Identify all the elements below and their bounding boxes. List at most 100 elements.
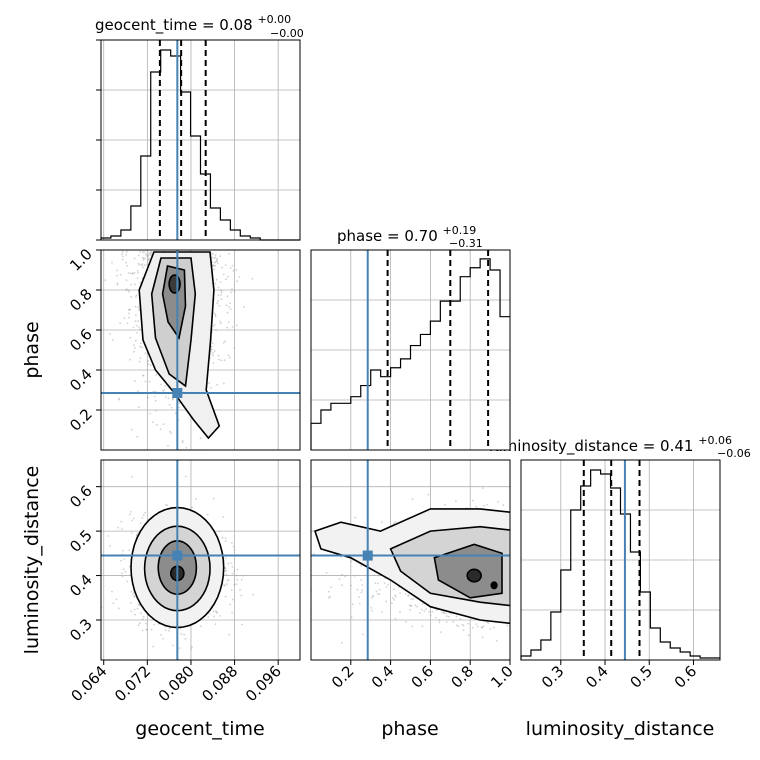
hist-luminosity-distance-steps xyxy=(520,469,720,660)
pair-geocent-time-vs-phase-dot xyxy=(137,306,140,308)
pair-phase-vs-luminosity-distance-dot xyxy=(376,593,379,595)
pair-phase-vs-luminosity-distance-dot xyxy=(423,610,426,613)
pair-geocent-time-vs-phase-dot xyxy=(141,346,144,349)
pair-geocent-time-vs-luminosity-distance-dot xyxy=(109,545,111,547)
pair-geocent-time-vs-luminosity-distance-dot xyxy=(227,562,230,565)
pair-geocent-time-vs-luminosity-distance-dot xyxy=(145,628,148,631)
pair-geocent-time-vs-phase-dot xyxy=(216,262,219,265)
pair-geocent-time-vs-phase-dot xyxy=(220,291,223,294)
pair-geocent-time-vs-luminosity-distance-dot xyxy=(236,578,239,581)
pair-geocent-time-vs-luminosity-distance-dot xyxy=(224,567,227,570)
pair-geocent-time-vs-phase-contour-3 xyxy=(168,274,181,294)
pair-geocent-time-vs-phase-dot xyxy=(169,430,172,433)
pair-geocent-time-vs-luminosity-distance-dot xyxy=(140,522,142,524)
pair-geocent-time-vs-phase-dot xyxy=(229,308,232,310)
pair-phase-vs-luminosity-distance-dot xyxy=(447,616,450,618)
pair-geocent-time-vs-luminosity-distance-dot xyxy=(134,613,137,616)
pair-geocent-time-vs-phase-dot xyxy=(136,332,139,334)
pair-geocent-time-vs-luminosity-distance-dot xyxy=(126,580,128,583)
pair-phase-vs-luminosity-distance-dot xyxy=(393,598,395,601)
pair-phase-vs-luminosity-distance-dot xyxy=(341,584,343,587)
pair-geocent-time-vs-luminosity-distance-dot xyxy=(231,541,233,544)
pair-geocent-time-vs-phase-dot xyxy=(155,373,158,376)
pair-geocent-time-vs-phase-dot xyxy=(137,262,140,265)
pair-phase-vs-luminosity-distance-dot xyxy=(475,505,478,508)
pair-phase-vs-luminosity-distance-dot xyxy=(408,594,410,597)
pair-geocent-time-vs-phase-dot xyxy=(226,295,229,298)
title-luminosity-distance-sub: −0.06 xyxy=(717,447,751,460)
pair-geocent-time-vs-phase-dot xyxy=(144,257,146,260)
pair-phase-vs-luminosity-distance-dot xyxy=(462,629,465,632)
pair-geocent-time-vs-phase-dot xyxy=(146,263,149,266)
pair-geocent-time-vs-phase-dot xyxy=(210,345,213,348)
pair-geocent-time-vs-phase-dot xyxy=(116,282,119,285)
pair-phase-vs-luminosity-distance-dot xyxy=(431,610,434,613)
pair-phase-vs-luminosity-distance-dot xyxy=(483,504,485,507)
pair-phase-vs-luminosity-distance-dot xyxy=(380,521,383,524)
pair-geocent-time-vs-phase-dot xyxy=(225,278,227,281)
pair-geocent-time-vs-luminosity-distance-dot xyxy=(166,504,169,507)
phase-xtick-label-3: 0.8 xyxy=(447,662,477,692)
pair-phase-vs-luminosity-distance-dot xyxy=(409,604,411,607)
pair-geocent-time-vs-phase-dot xyxy=(141,251,144,253)
pair-geocent-time-vs-luminosity-distance-dot xyxy=(171,644,174,647)
pair-geocent-time-vs-phase-dot xyxy=(219,289,222,291)
pair-geocent-time-vs-phase-dot xyxy=(134,339,137,342)
pair-geocent-time-vs-phase-dot xyxy=(142,259,145,261)
pair-phase-vs-luminosity-distance-dot xyxy=(472,499,474,502)
pair-phase-vs-luminosity-distance-dot xyxy=(411,498,414,500)
pair-geocent-time-vs-phase-dot xyxy=(220,359,223,362)
pair-geocent-time-vs-phase-dot xyxy=(137,320,140,323)
pair-phase-vs-luminosity-distance-dot xyxy=(361,584,364,586)
pair-geocent-time-vs-luminosity-distance-dot xyxy=(121,575,124,578)
hist-luminosity-distance-frame xyxy=(520,459,720,660)
pair-geocent-time-vs-phase-dot xyxy=(149,251,152,253)
pair-geocent-time-vs-phase-dot xyxy=(130,272,132,275)
pair-geocent-time-vs-luminosity-distance-dot xyxy=(121,572,123,575)
pair-geocent-time-vs-phase-dot xyxy=(125,288,128,290)
pair-geocent-time-vs-luminosity-distance-dot xyxy=(214,623,217,625)
pair-geocent-time-vs-phase-dot xyxy=(232,269,235,272)
pair-geocent-time-vs-luminosity-distance-dot xyxy=(231,611,234,614)
pair-geocent-time-vs-phase-dot xyxy=(212,354,214,357)
pair-geocent-time-vs-luminosity-distance-dot xyxy=(224,570,227,572)
pair-phase-vs-luminosity-distance-dot xyxy=(438,619,441,622)
pair-geocent-time-vs-phase-dot xyxy=(149,412,152,415)
luminosity-distance-axis-ytick-label-3: 0.6 xyxy=(66,482,96,512)
pair-geocent-time-vs-luminosity-distance-dot xyxy=(240,594,243,597)
pair-geocent-time-vs-luminosity-distance-content xyxy=(101,460,300,660)
pair-geocent-time-vs-luminosity-distance-dot xyxy=(230,562,233,564)
pair-geocent-time-vs-phase-dot xyxy=(164,385,167,387)
pair-geocent-time-vs-phase-dot xyxy=(210,348,213,351)
pair-geocent-time-vs-phase-dot xyxy=(128,316,130,319)
pair-geocent-time-vs-luminosity-distance-dot xyxy=(130,602,132,604)
xlabel-phase: phase xyxy=(381,718,438,740)
pair-phase-vs-luminosity-distance-dot xyxy=(419,612,422,614)
pair-geocent-time-vs-luminosity-distance-frame xyxy=(101,460,300,660)
pair-geocent-time-vs-luminosity-distance-dot xyxy=(131,519,134,522)
pair-geocent-time-vs-luminosity-distance-dot xyxy=(226,579,229,582)
pair-geocent-time-vs-luminosity-distance-dot xyxy=(232,598,234,601)
pair-phase-vs-luminosity-distance-dot xyxy=(410,598,413,601)
pair-geocent-time-vs-phase-dot xyxy=(137,272,139,274)
pair-geocent-time-vs-phase-dot xyxy=(141,256,144,259)
pair-phase-vs-luminosity-distance-dot xyxy=(378,588,381,591)
pair-phase-vs-luminosity-distance-dot xyxy=(497,501,499,503)
pair-geocent-time-vs-phase-dot xyxy=(155,423,158,426)
geocent-time-xtick-label-3: 0.088 xyxy=(198,662,241,705)
pair-geocent-time-vs-phase-dot xyxy=(150,251,153,253)
luminosity-distance-xtick-label-1: 0.4 xyxy=(582,662,612,692)
pair-geocent-time-vs-phase-dot xyxy=(134,347,137,349)
pair-geocent-time-vs-luminosity-distance-dot xyxy=(179,627,182,630)
pair-geocent-time-vs-phase-dot xyxy=(217,294,220,297)
pair-geocent-time-vs-phase-dot xyxy=(167,445,169,447)
pair-geocent-time-vs-luminosity-distance-dot xyxy=(207,616,210,618)
pair-phase-vs-luminosity-distance-dot xyxy=(493,626,495,629)
title-phase: phase = 0.70 +0.19 xyxy=(337,224,476,245)
pair-geocent-time-vs-luminosity-distance-dot xyxy=(133,608,136,611)
luminosity-distance-xtick-label-3: 0.6 xyxy=(671,662,701,692)
pair-geocent-time-vs-luminosity-distance-dot xyxy=(168,627,171,630)
pair-geocent-time-vs-phase-dot xyxy=(154,399,157,402)
pair-geocent-time-vs-phase-dot xyxy=(132,273,134,275)
pair-geocent-time-vs-phase-dot xyxy=(119,273,122,276)
